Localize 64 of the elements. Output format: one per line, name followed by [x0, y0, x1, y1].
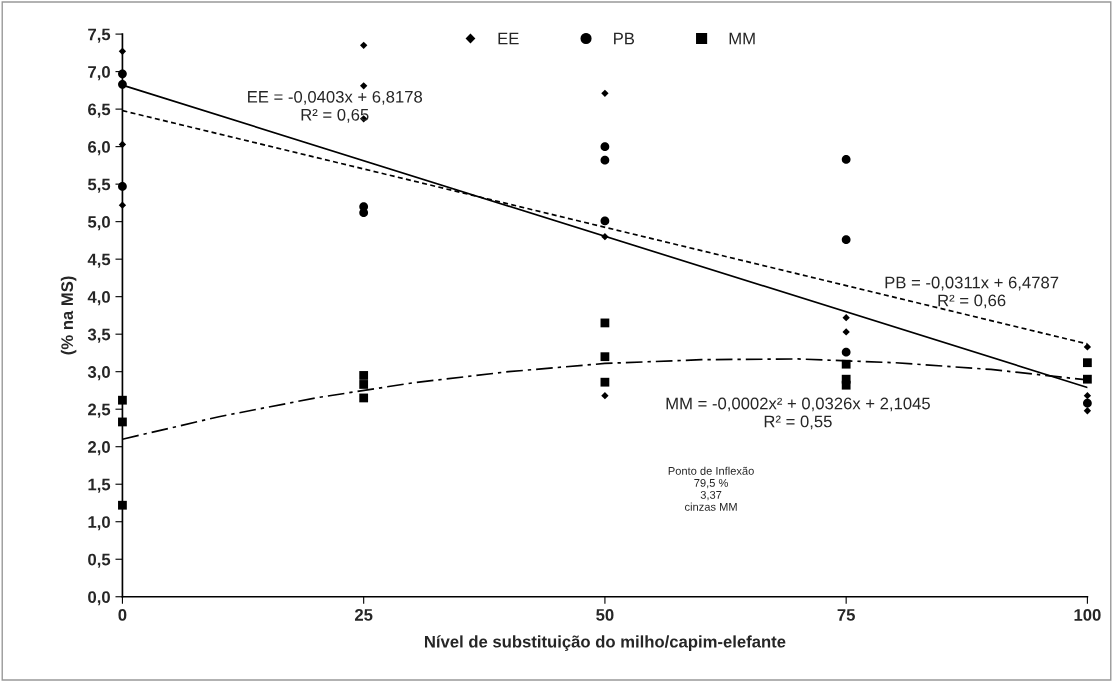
point: [118, 500, 127, 510]
annotation: Ponto de Inflexão 79,5 % 3,37 cinzas MM: [668, 466, 754, 511]
point: [360, 41, 368, 50]
y-tick-label: 7,0: [88, 66, 110, 81]
point: [601, 232, 609, 241]
y-tick-label: 6,5: [88, 103, 111, 118]
x-tick-label: 75: [837, 609, 855, 621]
x-tick-label: 25: [354, 609, 373, 621]
y-tick-label: 7,5: [88, 28, 111, 43]
y-tick-label: 6,0: [88, 141, 110, 156]
point: [1083, 398, 1092, 408]
point: [360, 82, 368, 90]
legend-label: EE: [498, 32, 519, 45]
point: [359, 380, 369, 389]
point: [841, 235, 851, 245]
y-tick-label: 0,0: [88, 591, 110, 606]
x-tick-label: 50: [596, 609, 614, 621]
legend-label: MM: [729, 32, 755, 45]
point: [1083, 358, 1092, 368]
y-tick-label: 1,0: [88, 516, 110, 531]
point: [359, 393, 369, 403]
y-tick-label: 3,5: [87, 328, 111, 343]
point: [841, 154, 851, 164]
point: [359, 208, 369, 218]
point: [118, 395, 127, 405]
point: [1083, 374, 1092, 384]
point: [118, 79, 127, 89]
point: [841, 347, 851, 357]
point: [1083, 343, 1092, 351]
annotation: MM = -0,0002x² + 0,0326x + 2,1045 R² = 0,55: [666, 397, 930, 430]
point: [118, 140, 127, 149]
point: [359, 371, 369, 380]
point: [600, 377, 610, 387]
point: [118, 47, 127, 56]
y-axis-title: (% na MS): [60, 276, 77, 355]
y-tick-label: 1,5: [88, 478, 111, 493]
point: [601, 89, 609, 98]
point: [841, 359, 851, 369]
point: [600, 352, 610, 362]
y-tick-label: 5,5: [87, 178, 111, 193]
point: [1083, 392, 1092, 400]
point: [118, 417, 127, 427]
point: [600, 155, 610, 165]
x-tick-label: 100: [1074, 609, 1101, 621]
point: [601, 392, 609, 400]
point: [118, 69, 127, 79]
y-tick-label: 4,5: [87, 253, 111, 268]
legend-label: PB: [614, 32, 635, 45]
y-tick-label: 2,5: [88, 403, 111, 418]
point: [842, 314, 850, 322]
point: [600, 216, 610, 226]
y-tick-label: 2,0: [88, 441, 110, 456]
annotation: EE = -0,0403x + 6,8178 R² = 0,65: [248, 90, 423, 123]
y-tick-label: 5,0: [87, 216, 110, 231]
point: [841, 380, 851, 390]
point: [600, 142, 610, 152]
annotation: PB = -0,0311x + 6,4787 R² = 0,66: [885, 276, 1059, 309]
x-tick-label: 0: [118, 609, 127, 621]
y-tick-label: 3,0: [87, 366, 110, 381]
point: [118, 182, 127, 191]
point: [118, 201, 127, 209]
y-tick-label: 0,5: [88, 553, 111, 568]
y-tick-label: 4,0: [87, 291, 110, 306]
x-axis-title: Nível de substituição do milho/capim-elefante: [424, 635, 786, 651]
